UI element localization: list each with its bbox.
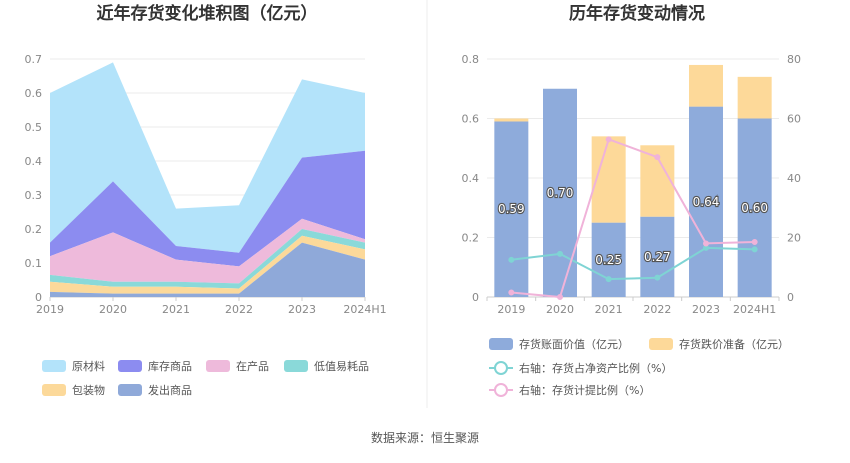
legend-swatch xyxy=(489,338,513,350)
line-point-1 xyxy=(605,136,612,143)
bar-data-label: 0.59 xyxy=(498,202,525,216)
line-point-0 xyxy=(508,256,515,263)
left-chart-title: 近年存货变化堆积图（亿元） xyxy=(97,3,318,24)
left-y-tick-label: 0.2 xyxy=(25,223,43,236)
legend-swatch xyxy=(206,360,230,372)
right-y-tick-label: 0.2 xyxy=(462,232,480,245)
line-point-0 xyxy=(557,250,563,257)
line-series-1 xyxy=(511,137,755,299)
left-x-tick-label: 2020 xyxy=(99,303,127,316)
right-x-tick-label: 2020 xyxy=(546,303,574,316)
bar-impairment xyxy=(494,118,529,122)
legend-swatch xyxy=(118,360,142,372)
right-y-tick-label: 0.6 xyxy=(462,113,480,126)
right-y2-tick-label: 40 xyxy=(787,172,801,185)
legend-swatch xyxy=(284,360,308,372)
left-x-tick-label: 2021 xyxy=(162,303,190,316)
right-y2-tick-label: 20 xyxy=(787,232,801,245)
bar-data-label: 0.25 xyxy=(595,253,622,267)
left-y-tick-label: 0 xyxy=(35,291,42,304)
area-series-5 xyxy=(50,62,365,253)
bar-data-label: 0.64 xyxy=(693,195,720,209)
left-x-tick-label: 2023 xyxy=(288,303,316,316)
right-y-tick-label: 0.4 xyxy=(462,172,480,185)
line-point-1 xyxy=(654,154,661,161)
left-y-tick-label: 0.3 xyxy=(25,189,43,202)
line-point-1 xyxy=(508,289,515,296)
line-point-1 xyxy=(703,240,709,247)
right-y2-tick-label: 0 xyxy=(787,291,794,304)
left-y-tick-label: 0.5 xyxy=(25,121,43,134)
bar-book-value xyxy=(689,106,723,297)
area-series-0 xyxy=(50,242,365,297)
stacked-bar-chart: 历年存货变动情况 0.590.700.25 0.270.64 0.60 00.20.… xyxy=(462,3,801,397)
right-x-tick-label: 2024H1 xyxy=(733,303,776,316)
right-x-tick-label: 2023 xyxy=(692,303,720,316)
bar-data-label: 0.60 xyxy=(741,201,768,215)
legend-label: 存货账面价值（亿元） xyxy=(519,337,629,351)
line-point-1 xyxy=(751,238,758,245)
legend-label: 右轴：存货占净资产比例（%） xyxy=(519,361,672,375)
legend-label: 原材料 xyxy=(72,359,105,373)
line-point-0 xyxy=(605,276,612,283)
bar-data-label: 0.70 xyxy=(547,186,574,200)
legend-line-marker xyxy=(494,361,508,375)
legend-swatch xyxy=(42,360,66,372)
legend-label: 低值易耗品 xyxy=(314,360,369,373)
right-chart-title: 历年存货变动情况 xyxy=(569,3,705,24)
right-y2-tick-label: 80 xyxy=(787,53,801,66)
area-series-3 xyxy=(50,218,365,284)
legend-label: 包装物 xyxy=(72,383,105,397)
right-y-tick-label: 0 xyxy=(472,291,479,304)
line-point-1 xyxy=(557,294,563,300)
legend-swatch xyxy=(649,338,673,350)
bar-book-value xyxy=(737,118,772,297)
left-y-tick-label: 0.1 xyxy=(25,257,43,270)
legend-label: 在产品 xyxy=(236,359,269,373)
legend-swatch xyxy=(42,384,66,396)
left-x-tick-label: 2024H1 xyxy=(343,303,386,316)
left-y-tick-label: 0.6 xyxy=(25,87,43,100)
right-x-tick-label: 2022 xyxy=(643,303,671,316)
line-point-0 xyxy=(751,246,758,253)
line-series-0 xyxy=(511,246,755,281)
left-y-tick-label: 0.7 xyxy=(25,53,43,66)
left-x-tick-label: 2019 xyxy=(36,303,64,316)
right-y2-tick-label: 60 xyxy=(787,113,801,126)
bar-book-value xyxy=(640,216,675,297)
left-y-tick-label: 0.4 xyxy=(25,155,43,168)
line-point-0 xyxy=(654,274,661,281)
stacked-area-chart: 近年存货变化堆积图（亿元） 0 0.1 0.2 0.3 0.4 0.5 0.6 0.7 201… xyxy=(25,3,387,397)
legend-label: 库存商品 xyxy=(148,359,192,373)
legend-label: 右轴：存货计提比例（%） xyxy=(519,383,650,397)
legend-label: 发出商品 xyxy=(148,383,192,397)
left-x-tick-label: 2022 xyxy=(225,303,253,316)
right-x-tick-label: 2021 xyxy=(595,303,623,316)
bar-book-value xyxy=(591,222,626,297)
data-source: 数据来源：恒生聚源 xyxy=(371,430,479,445)
bar-impairment xyxy=(737,76,772,119)
bar-book-value xyxy=(494,121,529,297)
legend-label: 存货跌价准备（亿元） xyxy=(679,337,789,351)
area-series-2 xyxy=(50,229,365,289)
legend-line-marker xyxy=(494,383,508,397)
bar-impairment xyxy=(689,64,723,107)
bar-data-label: 0.27 xyxy=(644,250,671,264)
right-y-tick-label: 0.8 xyxy=(462,53,480,66)
right-x-tick-label: 2019 xyxy=(497,303,525,316)
legend-swatch xyxy=(118,384,142,396)
area-series-4 xyxy=(50,150,365,267)
area-series-1 xyxy=(50,235,365,294)
